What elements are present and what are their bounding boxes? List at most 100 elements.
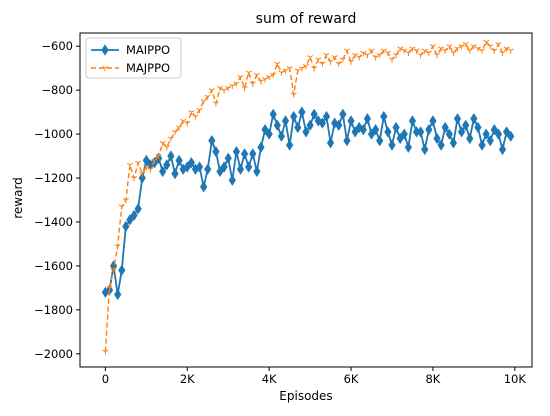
data-point	[278, 70, 285, 76]
data-point	[277, 130, 286, 142]
data-point	[122, 220, 130, 233]
data-point	[417, 52, 424, 59]
data-point	[233, 81, 240, 87]
y-tick-label: −1200	[34, 171, 73, 185]
y-tick-label: −800	[41, 83, 73, 97]
data-point	[479, 48, 486, 54]
data-point	[392, 121, 400, 134]
data-point	[175, 154, 183, 167]
data-point	[245, 70, 252, 76]
data-point	[438, 46, 445, 52]
data-point	[486, 134, 494, 147]
y-axis-label: reward	[11, 177, 25, 219]
data-point	[425, 123, 433, 136]
data-point	[466, 132, 474, 145]
data-point	[257, 79, 264, 85]
data-point	[433, 132, 441, 145]
data-point	[474, 121, 482, 134]
data-point	[491, 48, 498, 54]
data-point	[482, 128, 490, 140]
data-point	[122, 197, 129, 204]
data-point	[195, 161, 204, 173]
data-point	[274, 61, 281, 67]
data-point	[240, 148, 249, 160]
data-point	[327, 59, 334, 65]
data-point	[298, 106, 306, 118]
data-point	[376, 52, 383, 59]
data-point	[347, 115, 355, 127]
series-line	[104, 41, 512, 352]
data-point	[310, 108, 318, 121]
data-point	[454, 46, 461, 52]
data-point	[499, 50, 506, 56]
data-point	[118, 204, 125, 210]
data-point	[429, 115, 437, 127]
legend-marker	[101, 65, 109, 72]
data-point	[285, 139, 294, 151]
data-point	[498, 143, 507, 156]
data-point	[294, 121, 302, 134]
data-point	[220, 161, 228, 173]
series-line	[104, 111, 512, 296]
x-tick-label: 6K	[344, 372, 359, 386]
legend-label: MAIPPO	[126, 43, 170, 57]
data-point	[187, 156, 196, 169]
data-point	[131, 175, 138, 182]
legend: MAIPPO MAJPPO	[85, 37, 182, 79]
data-point	[204, 94, 211, 100]
data-point	[188, 110, 195, 116]
legend-marker	[101, 44, 109, 56]
data-point	[236, 163, 245, 175]
data-point	[253, 72, 260, 78]
data-point	[355, 121, 363, 134]
data-point	[237, 74, 244, 81]
data-point	[318, 117, 327, 129]
data-point	[376, 134, 384, 147]
data-point	[290, 92, 297, 98]
data-point	[102, 349, 109, 355]
data-point	[171, 129, 179, 136]
data-point	[507, 48, 514, 54]
data-point	[384, 50, 391, 56]
data-point	[208, 88, 215, 94]
data-point	[298, 66, 305, 72]
data-point	[212, 101, 219, 107]
data-point	[487, 44, 494, 50]
data-point	[253, 165, 261, 178]
data-point	[200, 99, 207, 105]
data-point	[171, 167, 179, 180]
data-point	[270, 72, 277, 78]
data-point	[134, 203, 142, 215]
data-point	[163, 159, 171, 171]
data-point	[413, 48, 420, 54]
data-point	[212, 145, 220, 158]
data-point	[151, 158, 158, 164]
data-point	[433, 52, 441, 59]
data-point	[184, 121, 191, 127]
series-majppo	[102, 39, 514, 355]
data-point	[494, 128, 503, 140]
data-point	[450, 50, 457, 56]
legend-item: MAIPPO	[91, 43, 170, 57]
x-tick-label: 0	[102, 372, 109, 386]
data-point	[404, 141, 413, 153]
data-point	[245, 161, 253, 173]
data-point	[322, 110, 331, 123]
x-axis-label: Episodes	[279, 389, 332, 403]
plot-frame	[79, 32, 533, 368]
data-point	[167, 150, 175, 162]
data-point	[380, 48, 387, 54]
legend-item: MAJPPO	[91, 61, 170, 75]
chart-title: sum of reward	[256, 11, 357, 27]
data-point	[196, 107, 203, 114]
data-point	[286, 66, 293, 72]
y-tick-label: −600	[41, 39, 73, 53]
x-tick-label: 8K	[425, 372, 440, 386]
data-point	[126, 162, 133, 169]
data-point	[502, 126, 511, 138]
data-point	[282, 68, 289, 74]
data-point	[339, 108, 347, 121]
data-point	[388, 57, 396, 63]
data-point	[363, 112, 372, 125]
data-point	[437, 139, 445, 151]
